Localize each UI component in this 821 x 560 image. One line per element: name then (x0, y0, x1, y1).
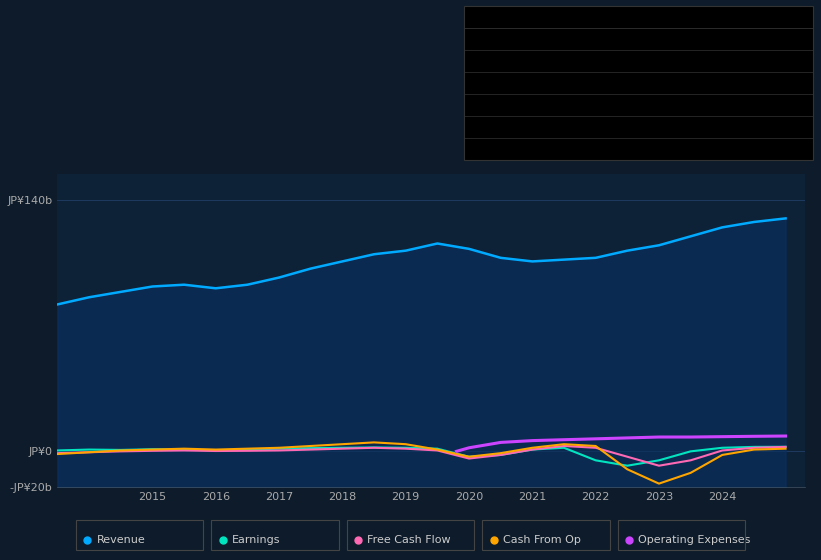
Text: Operating Expenses: Operating Expenses (639, 535, 750, 545)
Text: Revenue: Revenue (470, 34, 516, 44)
Text: Earnings: Earnings (470, 55, 516, 66)
Text: JP¥8.555b /yr: JP¥8.555b /yr (591, 143, 661, 153)
Text: 2.0%: 2.0% (591, 78, 620, 87)
Text: No data: No data (591, 100, 632, 110)
Text: Revenue: Revenue (96, 535, 145, 545)
Text: profit margin: profit margin (618, 78, 690, 87)
Text: Cash From Op: Cash From Op (502, 535, 580, 545)
Text: Cash From Op: Cash From Op (470, 122, 544, 132)
Text: Dec 31 2024: Dec 31 2024 (470, 12, 548, 22)
Text: Free Cash Flow: Free Cash Flow (470, 100, 548, 110)
Text: Earnings: Earnings (232, 535, 281, 545)
Text: Operating Expenses: Operating Expenses (470, 143, 576, 153)
Text: JP¥2.558b /yr: JP¥2.558b /yr (591, 55, 661, 66)
Text: JP¥130.382b /yr: JP¥130.382b /yr (591, 34, 674, 44)
Text: Free Cash Flow: Free Cash Flow (368, 535, 451, 545)
Text: No data: No data (591, 122, 632, 132)
